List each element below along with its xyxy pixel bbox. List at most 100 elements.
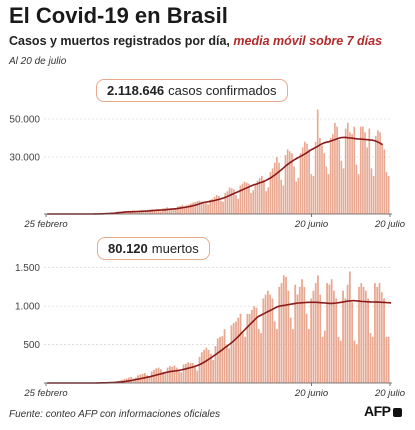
cases-bar bbox=[196, 201, 199, 214]
cases-bar bbox=[280, 179, 282, 214]
cases-bar bbox=[381, 143, 384, 214]
cases-bar bbox=[147, 209, 149, 214]
cases-bar bbox=[202, 202, 205, 214]
deaths-bar bbox=[184, 363, 187, 383]
cases-bar bbox=[125, 211, 128, 214]
deaths-bar bbox=[239, 313, 242, 383]
cases-bar bbox=[235, 195, 237, 214]
deaths-bar bbox=[187, 362, 190, 383]
cases-bar bbox=[299, 153, 302, 214]
cases-bar bbox=[286, 149, 289, 214]
deaths-bar bbox=[169, 366, 171, 383]
cases-bar bbox=[282, 185, 285, 214]
deaths-bar bbox=[230, 325, 233, 383]
cases-bar bbox=[213, 196, 216, 214]
cases-bar bbox=[205, 202, 207, 214]
cases-bar bbox=[368, 128, 371, 214]
cases-bar bbox=[312, 176, 315, 214]
cases-bar bbox=[297, 177, 300, 214]
deaths-bar bbox=[200, 352, 203, 383]
cases-bar bbox=[127, 212, 130, 214]
cases-bar bbox=[374, 136, 377, 214]
deaths-bar bbox=[282, 275, 285, 383]
deaths-bar bbox=[303, 286, 306, 383]
cases-bar bbox=[187, 204, 190, 214]
cases-bar bbox=[379, 132, 381, 214]
cases-bar bbox=[355, 164, 358, 214]
cases-bar bbox=[267, 187, 270, 214]
cases-bar bbox=[387, 176, 390, 214]
deaths-bar bbox=[241, 333, 244, 383]
cases-y-tick-label: 30.000 bbox=[9, 153, 40, 164]
cases-bar bbox=[357, 174, 360, 214]
cases-bar bbox=[207, 204, 209, 214]
cases-bar bbox=[155, 210, 158, 214]
cases-bar bbox=[144, 212, 147, 214]
deaths-bar bbox=[333, 290, 335, 383]
afp-logo-text: AFP bbox=[364, 403, 391, 419]
deaths-bar bbox=[246, 313, 249, 383]
deaths-bar bbox=[212, 359, 215, 383]
deaths-bar bbox=[364, 290, 367, 383]
deaths-bar bbox=[232, 323, 235, 383]
deaths-bar bbox=[148, 376, 151, 383]
deaths-bar bbox=[196, 370, 199, 383]
cases-bar bbox=[370, 168, 373, 214]
deaths-bar bbox=[214, 346, 217, 383]
cases-bar bbox=[366, 147, 368, 214]
deaths-bar bbox=[248, 313, 251, 383]
cases-bar bbox=[159, 211, 162, 214]
cases-bar bbox=[138, 210, 141, 214]
cases-bar bbox=[170, 208, 173, 214]
deaths-bar bbox=[369, 333, 372, 383]
cases-bar bbox=[241, 183, 244, 214]
deaths-moving-average-line bbox=[47, 299, 392, 384]
deaths-bar bbox=[203, 349, 205, 383]
cases-bar bbox=[162, 208, 164, 214]
deaths-bar bbox=[346, 284, 349, 383]
deaths-bar bbox=[307, 329, 310, 383]
cases-bar bbox=[331, 134, 334, 214]
cases-bar bbox=[166, 207, 169, 214]
cases-bar bbox=[254, 183, 257, 214]
cases-bar bbox=[209, 199, 212, 214]
deaths-bar bbox=[380, 292, 383, 383]
deaths-bar bbox=[262, 298, 265, 383]
deaths-bar bbox=[180, 372, 183, 383]
deaths-bar bbox=[162, 372, 164, 383]
cases-bar bbox=[228, 187, 231, 214]
cases-bar bbox=[327, 174, 330, 214]
deaths-bar bbox=[289, 317, 292, 383]
deaths-bar bbox=[271, 298, 274, 383]
deaths-y-tick-label: 500 bbox=[23, 340, 40, 351]
deaths-bar bbox=[194, 366, 196, 383]
deaths-bar bbox=[171, 366, 174, 383]
deaths-bar bbox=[205, 347, 208, 383]
cases-bar bbox=[278, 162, 280, 214]
deaths-y-tick-label: 1.000 bbox=[15, 302, 40, 313]
deaths-bar bbox=[178, 371, 180, 383]
cases-bar bbox=[269, 172, 272, 214]
afp-logo: AFP bbox=[364, 403, 402, 419]
deaths-x-tick-label: 20 junio bbox=[294, 388, 328, 398]
deaths-bar bbox=[146, 375, 149, 383]
cases-bar bbox=[314, 141, 317, 214]
deaths-bar bbox=[326, 283, 328, 383]
cases-bar bbox=[198, 200, 201, 214]
cases-bar bbox=[342, 168, 345, 214]
deaths-bar bbox=[216, 338, 219, 383]
deaths-bar bbox=[383, 298, 385, 383]
cases-bar bbox=[157, 210, 160, 214]
deaths-bar bbox=[344, 298, 347, 383]
cases-bar bbox=[220, 200, 222, 214]
deaths-bar bbox=[310, 298, 313, 383]
cases-bar bbox=[177, 206, 179, 214]
cases-bar bbox=[250, 193, 252, 214]
deaths-chart: 500 1.000 1.500 25 febrero 20 junio 20 julio bbox=[15, 263, 405, 398]
deaths-bar bbox=[312, 290, 315, 383]
cases-bar bbox=[263, 179, 265, 214]
cases-bar bbox=[340, 160, 343, 214]
deaths-bar bbox=[223, 329, 226, 383]
deaths-bar bbox=[280, 283, 283, 383]
cases-bar bbox=[175, 209, 177, 214]
